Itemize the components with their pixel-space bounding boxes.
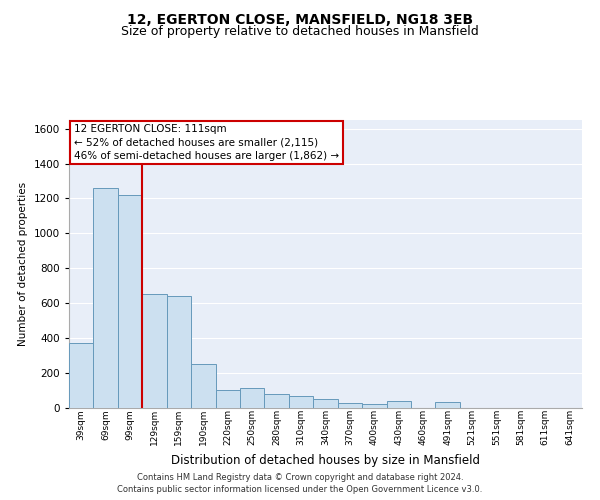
Text: 12, EGERTON CLOSE, MANSFIELD, NG18 3EB: 12, EGERTON CLOSE, MANSFIELD, NG18 3EB — [127, 12, 473, 26]
Bar — [436, 402, 460, 407]
Text: 12 EGERTON CLOSE: 111sqm
← 52% of detached houses are smaller (2,115)
46% of sem: 12 EGERTON CLOSE: 111sqm ← 52% of detach… — [74, 124, 339, 160]
Bar — [240, 388, 265, 407]
Text: Contains public sector information licensed under the Open Government Licence v3: Contains public sector information licen… — [118, 485, 482, 494]
Bar — [338, 403, 362, 407]
Bar — [386, 402, 411, 407]
X-axis label: Distribution of detached houses by size in Mansfield: Distribution of detached houses by size … — [171, 454, 480, 466]
Y-axis label: Number of detached properties: Number of detached properties — [18, 182, 28, 346]
Bar — [215, 390, 240, 407]
Text: Contains HM Land Registry data © Crown copyright and database right 2024.: Contains HM Land Registry data © Crown c… — [137, 472, 463, 482]
Bar — [167, 296, 191, 408]
Text: Size of property relative to detached houses in Mansfield: Size of property relative to detached ho… — [121, 25, 479, 38]
Bar — [142, 294, 167, 408]
Bar — [265, 394, 289, 407]
Bar — [94, 188, 118, 408]
Bar — [362, 404, 386, 407]
Bar — [313, 399, 338, 407]
Bar — [191, 364, 215, 408]
Bar — [69, 343, 94, 407]
Bar — [118, 195, 142, 408]
Bar — [289, 396, 313, 407]
